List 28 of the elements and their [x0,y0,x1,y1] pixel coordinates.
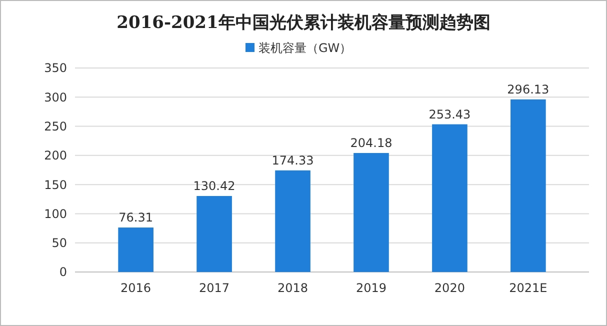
y-tick-label: 350 [44,61,67,76]
x-tick-label: 2020 [434,281,465,295]
legend-label: 装机容量（GW） [258,41,352,55]
y-tick-label: 0 [59,265,67,280]
y-tick-label: 200 [44,148,67,163]
bar [118,228,154,272]
y-tick-label: 50 [52,236,67,250]
y-tick-label: 300 [44,90,67,104]
x-tick-label: 2017 [199,281,230,295]
y-tick-label: 250 [44,119,67,134]
x-tick-label: 2021E [509,281,548,295]
x-tick-label: 2019 [356,281,387,295]
data-label: 204.18 [350,136,392,150]
data-label: 130.42 [193,178,236,193]
y-tick-label: 150 [44,178,67,192]
data-label: 253.43 [428,107,471,122]
data-label: 296.13 [507,82,550,96]
bar [432,124,468,272]
x-tick-label: 2016 [120,281,152,295]
bar [510,99,546,272]
chart-title: 2016-2021年中国光伏累计装机容量预测趋势图 [116,13,490,33]
bar [354,152,389,272]
bar [196,196,232,272]
y-tick-label: 100 [44,206,67,221]
x-tick-label: 2018 [277,281,308,295]
data-label: 174.33 [272,153,314,168]
bar [275,170,310,272]
data-label: 76.31 [118,210,153,225]
